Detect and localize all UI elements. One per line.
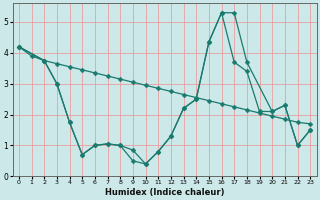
- X-axis label: Humidex (Indice chaleur): Humidex (Indice chaleur): [105, 188, 224, 197]
